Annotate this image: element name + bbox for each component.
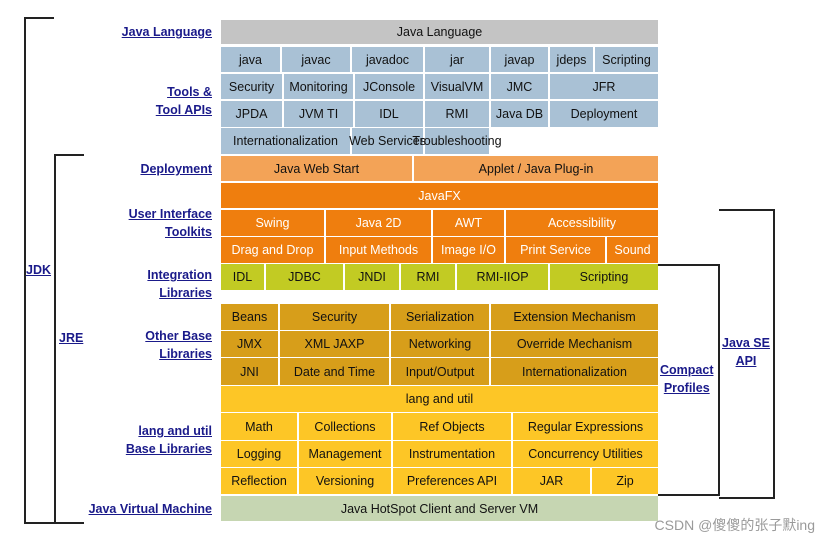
diagram-cell: Management xyxy=(299,441,391,467)
diagram-cell: Beans xyxy=(221,304,278,330)
diagram-cell: Java HotSpot Client and Server VM xyxy=(221,496,658,521)
diagram-cell: Math xyxy=(221,413,297,440)
diagram-cell: JVM TI xyxy=(284,101,353,127)
diagram-cell: RMI xyxy=(425,101,489,127)
diagram-cell: Collections xyxy=(299,413,391,440)
diagram-cell: Print Service xyxy=(506,237,605,263)
jre-label: JRE xyxy=(59,331,84,345)
diagram-cell: Web Services xyxy=(349,128,426,154)
diagram-cell: Security xyxy=(280,304,389,330)
diagram-cell: Scripting xyxy=(550,264,658,290)
diagram-cell: javac xyxy=(282,47,350,72)
diagram-cell: Troubleshooting xyxy=(412,128,502,154)
diagram-cell: Override Mechanism xyxy=(491,331,658,357)
diagram-cell: Internationalization xyxy=(491,358,658,385)
diagram-cell: Instrumentation xyxy=(393,441,511,467)
diagram-cell: Deployment xyxy=(550,101,658,127)
diagram-cell: java xyxy=(221,47,280,72)
diagram-cell: Monitoring xyxy=(284,74,353,99)
diagram-cell: AWT xyxy=(433,210,504,236)
diagram-cell: jar xyxy=(425,47,489,72)
diagram-cell: Ref Objects xyxy=(393,413,511,440)
diagram-cell: Serialization xyxy=(391,304,489,330)
diagram-cell: Input Methods xyxy=(326,237,431,263)
diagram-cell: javadoc xyxy=(352,47,423,72)
diagram-cell: JMX xyxy=(221,331,278,357)
diagram-cell: JavaFX xyxy=(221,183,658,208)
diagram-cell: Concurrency Utilities xyxy=(513,441,658,467)
diagram-cell: JFR xyxy=(550,74,658,99)
diagram-cell: Java Language xyxy=(221,20,658,44)
diagram-cell: Java 2D xyxy=(326,210,431,236)
label-integration-libraries: Integration Libraries xyxy=(147,268,212,300)
diagram-cell: Zip xyxy=(592,468,658,494)
jdk-label: JDK xyxy=(26,263,52,277)
diagram-cell: JAR xyxy=(513,468,590,494)
label-jvm: Java Virtual Machine xyxy=(88,502,212,516)
diagram-cell: JPDA xyxy=(221,101,282,127)
label-ui-toolkits: User Interface Toolkits xyxy=(128,207,212,239)
diagram-cell: Input/Output xyxy=(391,358,489,385)
diagram-cell: Sound xyxy=(607,237,658,263)
diagram-cell: jdeps xyxy=(550,47,593,72)
diagram-cell: IDL xyxy=(221,264,264,290)
diagram-cell: JConsole xyxy=(355,74,423,99)
diagram-cell: RMI-IIOP xyxy=(457,264,548,290)
diagram-cell: Scripting xyxy=(595,47,658,72)
diagram-cell: Date and Time xyxy=(280,358,389,385)
diagram-cell: Preferences API xyxy=(393,468,511,494)
diagram-cell: Security xyxy=(221,74,282,99)
diagram-cell: IDL xyxy=(355,101,423,127)
diagram-cell: Java DB xyxy=(491,101,548,127)
jdk-bracket xyxy=(24,17,54,524)
diagram-cell: JNDI xyxy=(345,264,399,290)
diagram-cell: Reflection xyxy=(221,468,297,494)
label-java-language: Java Language xyxy=(121,25,212,39)
diagram-cell: Logging xyxy=(221,441,297,467)
label-other-base-libraries: Other Base Libraries xyxy=(145,329,212,361)
diagram-cell: Drag and Drop xyxy=(221,237,324,263)
diagram-cell: VisualVM xyxy=(425,74,489,99)
diagram-cell: Image I/O xyxy=(433,237,504,263)
java-se-api-bracket xyxy=(719,209,775,499)
diagram-cell: Versioning xyxy=(299,468,391,494)
diagram-cell: JDBC xyxy=(266,264,343,290)
diagram-cell: Extension Mechanism xyxy=(491,304,658,330)
label-tools-apis: Tools & Tool APIs xyxy=(155,85,212,117)
diagram-cell: Regular Expressions xyxy=(513,413,658,440)
diagram-cell: javap xyxy=(491,47,548,72)
diagram-cell: Internationalization xyxy=(221,128,350,154)
diagram-cell: Applet / Java Plug-in xyxy=(414,156,658,181)
diagram-cell: Networking xyxy=(391,331,489,357)
diagram-cell: JMC xyxy=(491,74,548,99)
diagram-cell: Swing xyxy=(221,210,324,236)
label-deployment: Deployment xyxy=(140,162,212,176)
label-lang-util-base: lang and util Base Libraries xyxy=(125,424,212,456)
diagram-cell: Accessibility xyxy=(506,210,658,236)
java-se-api-label: Java SE API xyxy=(722,336,770,368)
diagram-cell: JNI xyxy=(221,358,278,385)
diagram-cell: Java Web Start xyxy=(221,156,412,181)
watermark: CSDN @傻傻的张子默ing xyxy=(654,517,815,533)
compact-profiles-label: Compact Profiles xyxy=(660,363,714,395)
diagram-cell: XML JAXP xyxy=(280,331,389,357)
diagram-cell: lang and util xyxy=(221,386,658,412)
jre-bracket xyxy=(54,154,84,524)
diagram-cell: RMI xyxy=(401,264,455,290)
compact-profiles-bracket xyxy=(658,264,720,496)
